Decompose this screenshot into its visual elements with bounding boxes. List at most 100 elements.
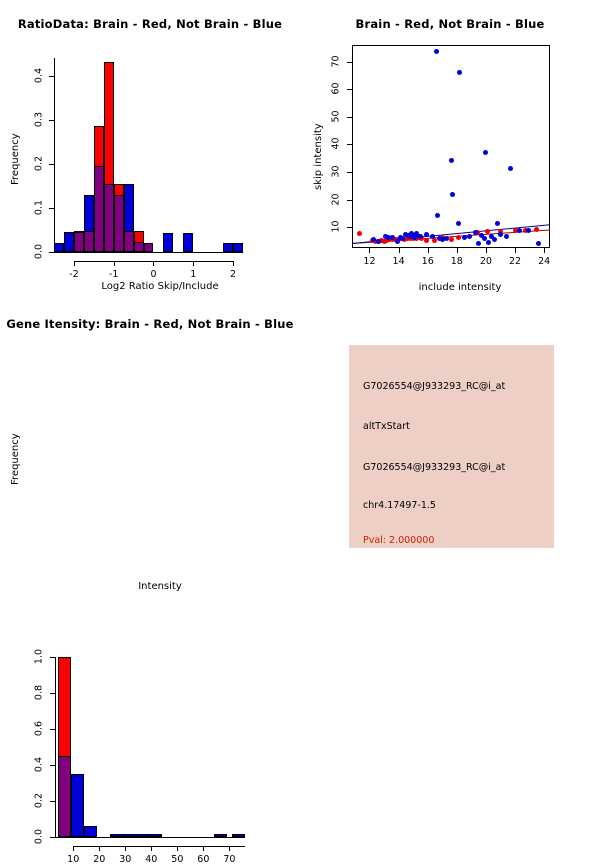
ratio-x-tick [73, 261, 75, 266]
scatter-point [436, 235, 442, 241]
ratio-y-tick [49, 119, 54, 121]
ratio-histogram-bar [223, 243, 234, 252]
ratio-y-tick [49, 163, 54, 165]
scatter-point [486, 240, 492, 246]
scatter-y-tick [347, 116, 352, 118]
scatter-point [498, 228, 503, 234]
ratio-x-tick [193, 261, 195, 266]
scatter-point [382, 234, 388, 240]
gene-histogram-bar [83, 826, 97, 837]
scatter-y-tick [347, 144, 352, 146]
scatter-point [448, 237, 454, 243]
scatter-point [397, 235, 403, 240]
scatter-x-tick-label: 20 [479, 256, 492, 267]
gene-x-tick [177, 846, 179, 851]
scatter-point [375, 238, 381, 244]
scatter-point [498, 231, 503, 237]
scatter-point [461, 235, 467, 240]
gene-histogram-bar [231, 833, 245, 837]
scatter-y-tick-label: 50 [330, 110, 342, 123]
gene-info-line: G7026554@J933293_RC@i_at [363, 462, 506, 473]
ratio-y-tick-label: 0.4 [33, 67, 45, 83]
ratio-histogram-bar-overlap [143, 243, 154, 252]
scatter-x-tick [515, 248, 517, 253]
scatter-point [476, 240, 482, 246]
gene-histogram-bar [148, 833, 162, 837]
ratio-histogram-bar [183, 233, 194, 252]
scatter-point [433, 49, 439, 55]
scatter-point [473, 229, 479, 235]
scatter-point [492, 236, 498, 242]
gene-histogram-bar-overlap [57, 756, 71, 837]
ratio-x-tick [233, 261, 235, 266]
scatter-plot-box [352, 45, 550, 248]
scatter-point [508, 165, 514, 171]
scatter-plot-area: 10 20 30 40 50 60 70 12 14 16 18 20 22 24 [300, 0, 600, 300]
gene-x-tick [99, 846, 101, 851]
scatter-point [467, 234, 473, 240]
ratio-histogram-bar-overlap [123, 231, 134, 252]
ratio-histogram-bar-overlap [113, 194, 124, 252]
scatter-point [481, 235, 487, 241]
scatter-point [535, 240, 541, 246]
scatter-x-tick-label: 22 [509, 256, 522, 267]
ratio-histogram-bar [63, 232, 74, 252]
gene-y-tick [50, 693, 55, 694]
scatter-x-tick [369, 248, 371, 253]
scatter-point [455, 220, 461, 226]
scatter-point [394, 238, 400, 244]
gene-histogram-bar [70, 774, 84, 837]
gene-intensity-title: Gene Itensity: Brain - Red, Not Brain - … [6, 317, 294, 331]
gene-x-tick-label: 20 [93, 854, 106, 865]
gene-x-tick [151, 846, 153, 851]
gene-info-panel: G7026554@J933293_RC@i_at altTxStart G70265… [349, 345, 554, 548]
gene-histogram-bar [122, 833, 136, 837]
gene-y-tick [50, 801, 55, 802]
scatter-x-tick-label: 14 [392, 256, 405, 267]
ratio-histogram-bar-overlap [133, 242, 144, 252]
scatter-x-tick [398, 248, 400, 253]
gene-y-tick-label: 0.6 [33, 720, 45, 737]
scatter-xlabel: include intensity [418, 282, 502, 293]
gene-info-line: altTxStart [363, 421, 410, 432]
ratio-x-tick [113, 261, 115, 266]
ratio-y-tick-label: 0.1 [33, 199, 45, 215]
gene-info-line: Pval: 2.000000 [363, 535, 435, 546]
gene-y-axis-line [55, 657, 56, 837]
scatter-point [372, 239, 378, 245]
scatter-y-tick [347, 89, 352, 91]
gene-intensity-histogram-panel: Gene Itensity: Brain - Red, Not Brain - … [0, 300, 300, 865]
scatter-y-tick [347, 227, 352, 229]
gene-y-tick [50, 729, 55, 730]
scatter-point [448, 157, 454, 163]
scatter-point [415, 233, 420, 239]
ratio-histogram-bar [233, 243, 243, 252]
gene-info-line: G7026554@J933293_RC@i_at [363, 381, 506, 392]
scatter-y-tick-label: 20 [330, 193, 342, 206]
ratio-y-axis-line [54, 58, 55, 252]
scatter-point [435, 213, 441, 219]
scatter-point [390, 235, 396, 241]
ratio-histogram-bar-overlap [103, 183, 114, 252]
gene-x-tick-label: 40 [145, 854, 158, 865]
scatter-point [378, 238, 384, 244]
scatter-point [457, 70, 463, 76]
scatter-point [404, 236, 410, 242]
scatter-point [522, 227, 528, 233]
gene-y-tick-label: 0.2 [33, 792, 45, 809]
gene-x-tick-label: 10 [67, 854, 80, 865]
ratio-histogram-ylabel: Frequency [10, 133, 21, 185]
scatter-point [403, 231, 409, 237]
gene-intensity-plot-area: 0.0 0.2 0.4 0.6 0.8 1.0 10 20 30 40 50 60 70 [0, 300, 300, 865]
ratio-y-tick [49, 252, 54, 253]
scatter-point [503, 234, 509, 240]
gene-y-tick [50, 765, 55, 766]
ratio-x-tick-label: 1 [190, 269, 197, 280]
scatter-panel: Brain - Red, Not Brain - Blue 10 20 30 40 50… [300, 0, 600, 300]
ratio-histogram-plot-area: 0.0 0.1 0.2 0.3 0.4 -2 -1 0 1 2 [0, 0, 300, 300]
scatter-data-layer [352, 45, 550, 248]
ratio-histogram-bar [54, 243, 64, 252]
ratio-histogram-bar [163, 233, 174, 252]
gene-y-tick-label: 0.8 [33, 684, 45, 701]
scatter-point [400, 235, 406, 241]
